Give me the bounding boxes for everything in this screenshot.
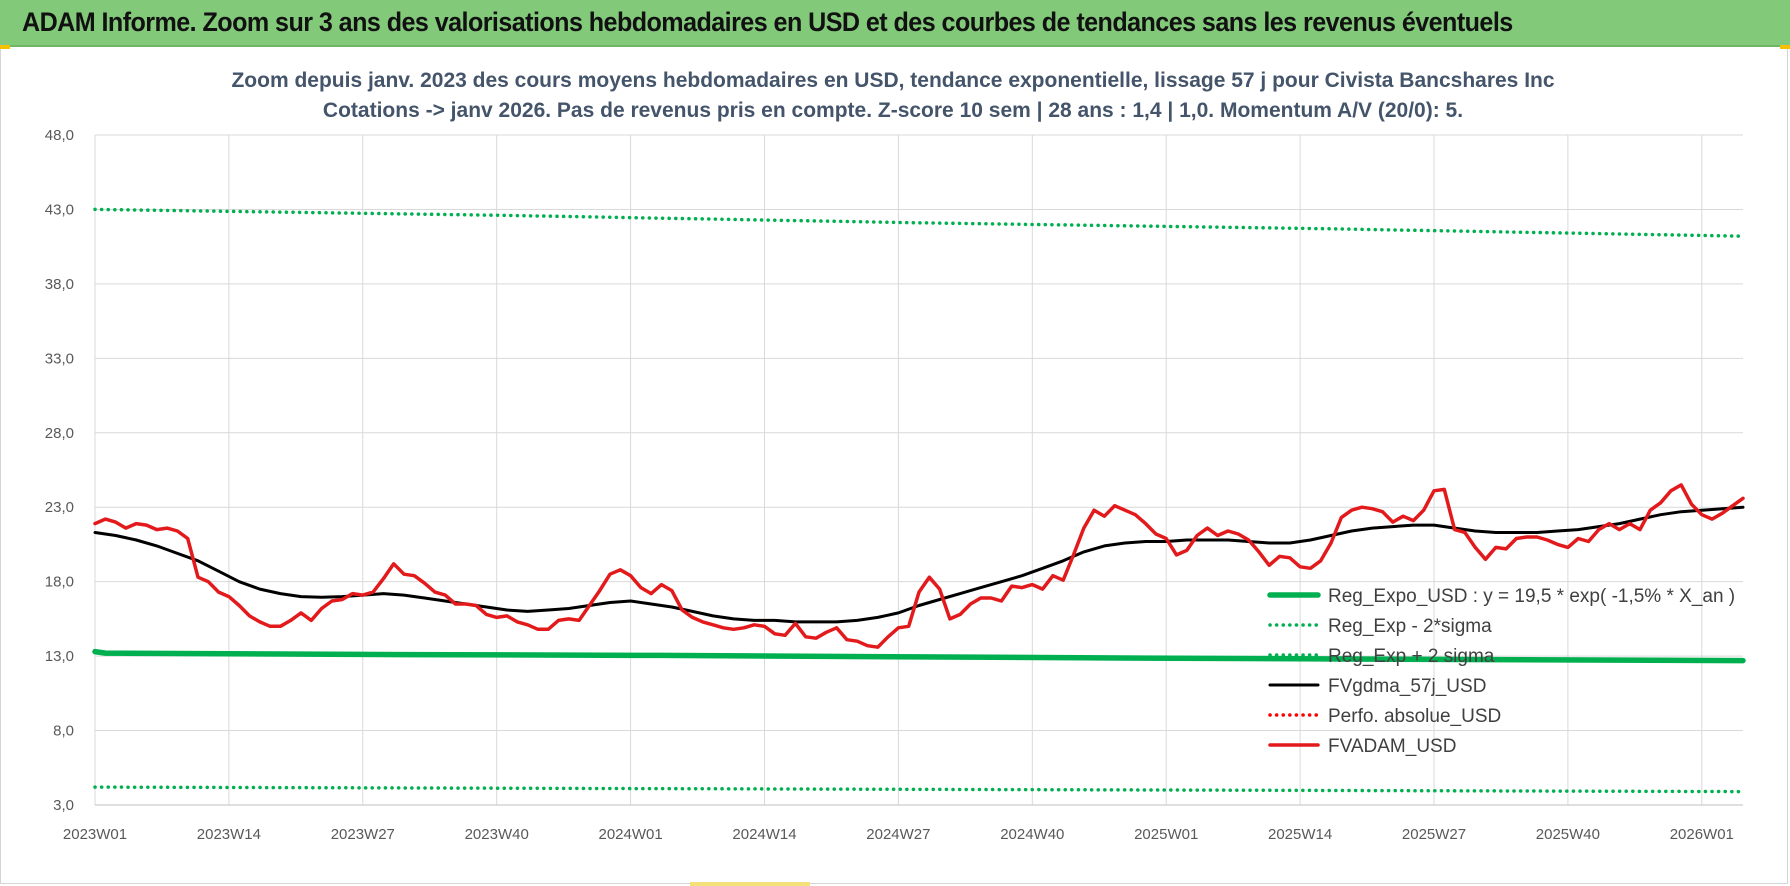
y-tick-label: 33,0 — [45, 350, 74, 367]
y-tick-label: 18,0 — [45, 574, 74, 591]
x-axis: 2023W01 2023W14 2023W27 2023W40 2024W01 2024W… — [63, 826, 1734, 843]
x-tick-label: 2025W27 — [1402, 826, 1466, 843]
x-tick-label: 2024W27 — [866, 826, 930, 843]
series-line-0 — [92, 648, 1746, 664]
line-chart: 3,0 8,0 13,0 18,0 23,0 28,0 33,0 38,0 43,0 48,0 2… — [45, 68, 1746, 843]
x-tick-label: 2026W01 — [1670, 826, 1734, 843]
legend-label: Reg_Exp - 2*sigma — [1328, 616, 1492, 637]
grid — [94, 134, 1743, 806]
x-tick-label: 2025W14 — [1268, 826, 1332, 843]
legend-label: Perfo. absolue_USD — [1328, 706, 1501, 727]
series-line-5 — [93, 483, 1745, 649]
legend-label: FVgdma_57j_USD — [1328, 676, 1486, 697]
x-tick-label: 2024W40 — [1000, 826, 1064, 843]
corner-accent-left — [0, 45, 10, 49]
x-tick-label: 2024W01 — [598, 826, 662, 843]
y-tick-label: 48,0 — [45, 127, 74, 144]
bottom-accent — [690, 882, 810, 886]
x-tick-label: 2025W40 — [1536, 826, 1600, 843]
legend-label: Reg_Exp + 2 sigma — [1328, 646, 1495, 667]
series-group — [92, 207, 1746, 794]
report-title: ADAM Informe. Zoom sur 3 ans des valoris… — [22, 7, 1513, 37]
x-tick-label: 2023W14 — [197, 826, 261, 843]
corner-accent-right — [1780, 45, 1790, 49]
y-tick-label: 23,0 — [45, 499, 74, 516]
legend-label: Reg_Expo_USD : y = 19,5 * exp( -1,5% * X… — [1328, 586, 1735, 607]
chart-title-line-1: Zoom depuis janv. 2023 des cours moyens … — [231, 69, 1554, 92]
x-tick-label: 2023W27 — [331, 826, 395, 843]
legend: Reg_Expo_USD : y = 19,5 * exp( -1,5% * X… — [1267, 586, 1735, 757]
y-tick-label: 28,0 — [45, 425, 74, 442]
y-tick-label: 8,0 — [53, 723, 74, 740]
y-tick-label: 13,0 — [45, 648, 74, 665]
y-tick-label: 43,0 — [45, 201, 74, 218]
x-tick-label: 2023W01 — [63, 826, 127, 843]
report-header: ADAM Informe. Zoom sur 3 ans des valoris… — [0, 0, 1790, 47]
y-axis: 3,0 8,0 13,0 18,0 23,0 28,0 33,0 38,0 43,0 48,0 — [45, 127, 74, 814]
x-tick-label: 2025W01 — [1134, 826, 1198, 843]
chart-title-line-2: Cotations -> janv 2026. Pas de revenus p… — [323, 99, 1463, 122]
series-line-1 — [93, 785, 1745, 794]
legend-label: FVADAM_USD — [1328, 736, 1456, 757]
y-tick-label: 38,0 — [45, 276, 74, 293]
x-tick-label: 2023W40 — [465, 826, 529, 843]
x-tick-label: 2024W14 — [732, 826, 796, 843]
series-line-2 — [93, 207, 1745, 238]
title-background — [262, 68, 1522, 126]
y-tick-label: 3,0 — [53, 797, 74, 814]
